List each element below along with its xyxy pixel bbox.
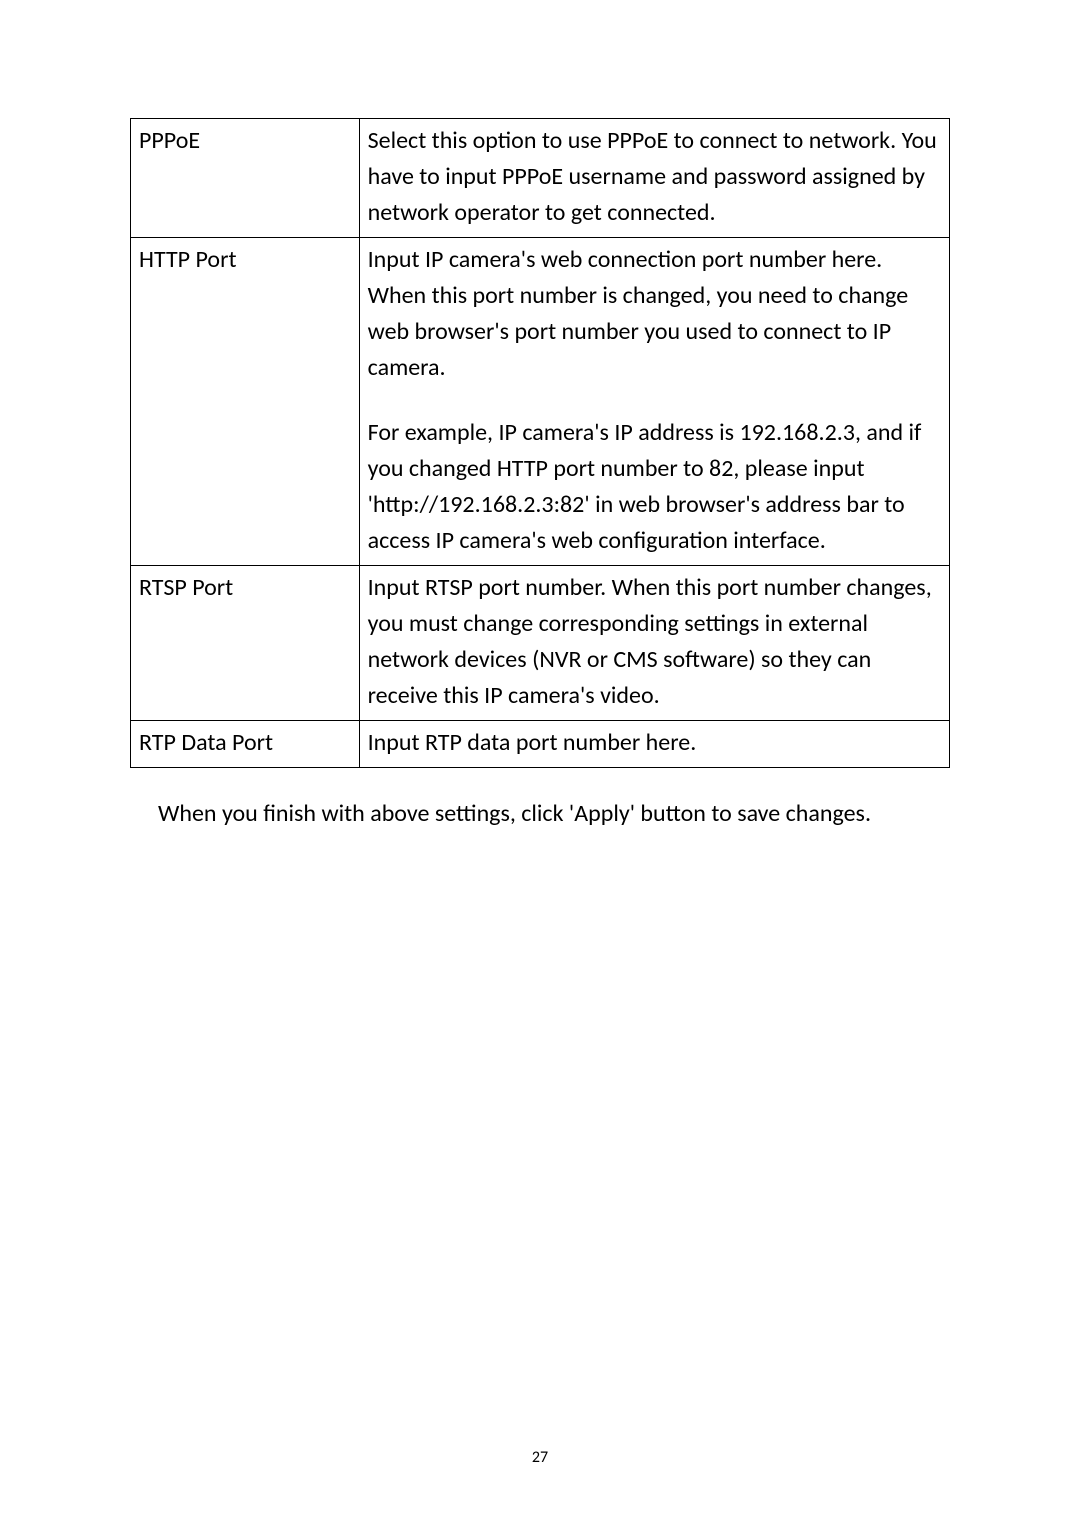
table-row: HTTP Port Input IP camera's web connecti… — [131, 238, 950, 566]
page-number: 27 — [0, 1448, 1080, 1467]
row-desc-p2: For example, IP camera's IP address is 1… — [368, 415, 941, 559]
table-row: PPPoE Select this option to use PPPoE to… — [131, 119, 950, 238]
row-desc-p1: Input RTP data port number here. — [368, 725, 941, 761]
document-page: PPPoE Select this option to use PPPoE to… — [0, 0, 1080, 1527]
row-description: Input IP camera's web connection port nu… — [359, 238, 949, 566]
row-description: Input RTSP port number. When this port n… — [359, 565, 949, 720]
row-label: HTTP Port — [131, 238, 360, 566]
table-row: RTP Data Port Input RTP data port number… — [131, 720, 950, 767]
row-description: Input RTP data port number here. — [359, 720, 949, 767]
row-label: RTSP Port — [131, 565, 360, 720]
instruction-text: When you finish with above settings, cli… — [130, 796, 950, 832]
table-row: RTSP Port Input RTSP port number. When t… — [131, 565, 950, 720]
row-label: RTP Data Port — [131, 720, 360, 767]
paragraph-gap — [368, 386, 941, 415]
settings-table: PPPoE Select this option to use PPPoE to… — [130, 118, 950, 768]
row-desc-p1: Input RTSP port number. When this port n… — [368, 570, 941, 714]
row-desc-p1: Select this option to use PPPoE to conne… — [368, 123, 941, 231]
row-label: PPPoE — [131, 119, 360, 238]
row-desc-p1: Input IP camera's web connection port nu… — [368, 242, 941, 386]
row-description: Select this option to use PPPoE to conne… — [359, 119, 949, 238]
